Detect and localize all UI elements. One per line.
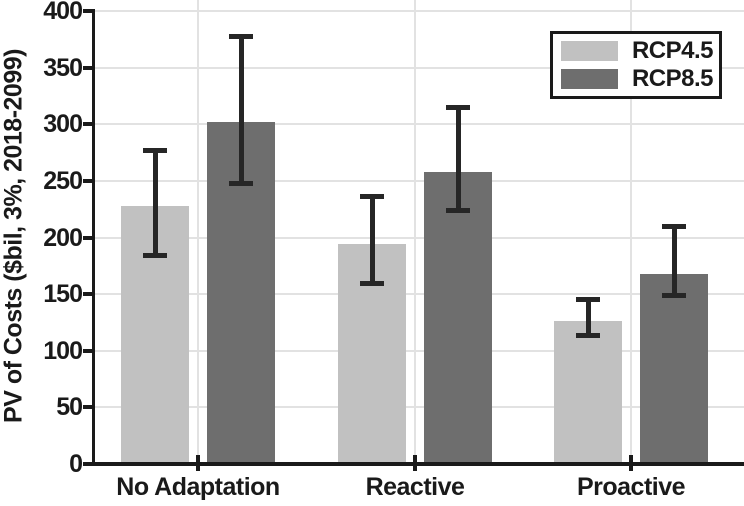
error-bar-cap-bottom-0-2 [576, 333, 600, 339]
y-tick-200 [83, 235, 92, 240]
y-tick-300 [83, 122, 92, 127]
error-bar-cap-top-0-1 [360, 193, 384, 199]
v-gridline-2 [630, 0, 632, 462]
y-tick-400 [83, 9, 92, 13]
x-tick-0 [196, 455, 200, 471]
error-bar-line-1-1 [455, 107, 461, 212]
error-bar-cap-bottom-1-2 [662, 293, 686, 299]
x-tick-2 [629, 455, 633, 471]
bar-rcp45-2 [554, 321, 622, 463]
error-bar-line-0-2 [585, 298, 591, 336]
h-gridline-200 [95, 236, 744, 239]
y-tick-0 [83, 462, 92, 466]
error-bar-cap-top-1-1 [446, 105, 470, 111]
y-tick-label-100: 100 [43, 336, 83, 365]
legend-swatch-rcp45 [561, 40, 618, 61]
y-axis-line [92, 9, 95, 466]
error-bar-cap-bottom-0-0 [143, 252, 167, 258]
h-gridline-250 [95, 179, 744, 182]
y-tick-250 [83, 178, 92, 183]
error-bar-line-1-2 [671, 226, 677, 297]
legend-label-rcp85: RCP8.5 [631, 65, 714, 93]
h-gridline-150 [95, 293, 744, 296]
y-tick-label-0: 0 [69, 450, 83, 478]
x-tick-1 [413, 455, 417, 471]
v-gridline-0 [197, 0, 199, 462]
x-category-label-1: Reactive [365, 473, 465, 501]
y-tick-100 [83, 348, 92, 353]
error-bar-cap-bottom-1-0 [229, 181, 253, 187]
h-gridline-100 [95, 349, 744, 352]
legend-swatch-rcp85 [561, 69, 618, 90]
x-category-label-2: Proactive [576, 473, 686, 501]
error-bar-cap-top-1-2 [662, 224, 686, 230]
y-tick-label-400: 400 [43, 0, 83, 25]
error-bar-line-0-1 [369, 195, 375, 284]
y-tick-label-50: 50 [56, 393, 83, 422]
y-tick-150 [83, 292, 92, 297]
y-tick-350 [83, 65, 92, 70]
h-gridline-300 [95, 123, 744, 126]
legend-label-rcp45: RCP4.5 [631, 36, 714, 64]
error-bar-cap-bottom-0-1 [360, 280, 384, 286]
error-bar-cap-bottom-1-1 [446, 208, 470, 214]
x-category-label-0: No Adaptation [116, 473, 280, 501]
bar-rcp85-1 [424, 171, 492, 463]
error-bar-cap-top-1-0 [229, 33, 253, 39]
y-tick-label-300: 300 [43, 110, 83, 139]
legend-item-rcp45: RCP4.5 [553, 36, 719, 64]
x-axis-line [92, 462, 744, 466]
bar-rcp85-2 [640, 273, 708, 463]
error-bar-line-0-0 [152, 150, 158, 256]
h-gridline-350 [95, 66, 744, 69]
h-gridline-50 [95, 406, 744, 409]
y-tick-label-250: 250 [43, 166, 83, 195]
error-bar-cap-top-0-0 [143, 148, 167, 154]
legend: RCP4.5 RCP8.5 [550, 31, 722, 99]
h-gridline-400 [95, 10, 744, 12]
legend-item-rcp85: RCP8.5 [553, 65, 719, 93]
y-tick-label-350: 350 [43, 53, 83, 82]
y-tick-50 [83, 405, 92, 410]
error-bar-cap-top-0-2 [576, 296, 600, 302]
error-bar-line-1-0 [238, 35, 244, 185]
y-tick-label-150: 150 [43, 280, 83, 309]
y-tick-label-200: 200 [43, 223, 83, 252]
v-gridline-1 [414, 0, 416, 462]
